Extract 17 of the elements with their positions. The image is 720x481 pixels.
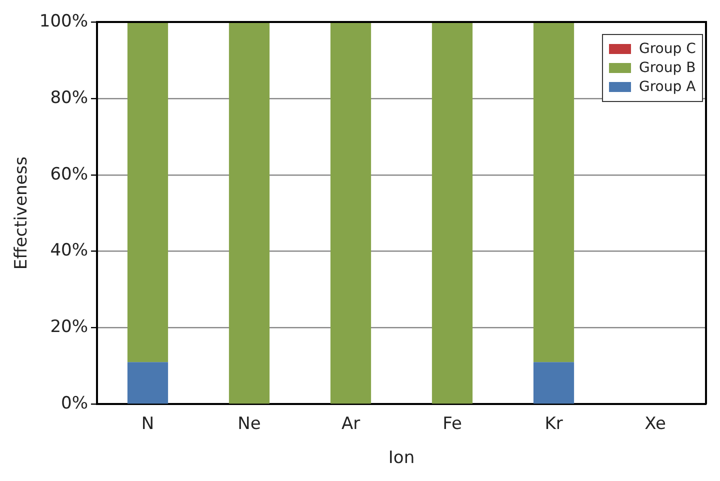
legend-label: Group A	[639, 79, 696, 95]
x-tick-label: Xe	[644, 414, 666, 434]
y-tick-label: 0%	[61, 394, 88, 414]
legend-label: Group B	[639, 60, 696, 76]
y-tick-label: 60%	[50, 164, 88, 184]
y-tick-label: 100%	[39, 11, 88, 32]
y-tick-label: 20%	[50, 317, 88, 338]
x-axis-title: Ion	[388, 448, 415, 468]
y-tick-label: 40%	[50, 240, 88, 261]
x-tick-label: Ne	[238, 414, 261, 434]
x-tick-label: Fe	[442, 414, 462, 434]
y-tick-label: 80%	[50, 88, 88, 108]
y-axis-title: Effectiveness	[12, 156, 32, 270]
legend-label: Group C	[639, 41, 696, 57]
x-tick-label: Ar	[341, 414, 360, 434]
x-tick-label: Kr	[544, 414, 563, 434]
x-tick-label: N	[141, 414, 154, 434]
